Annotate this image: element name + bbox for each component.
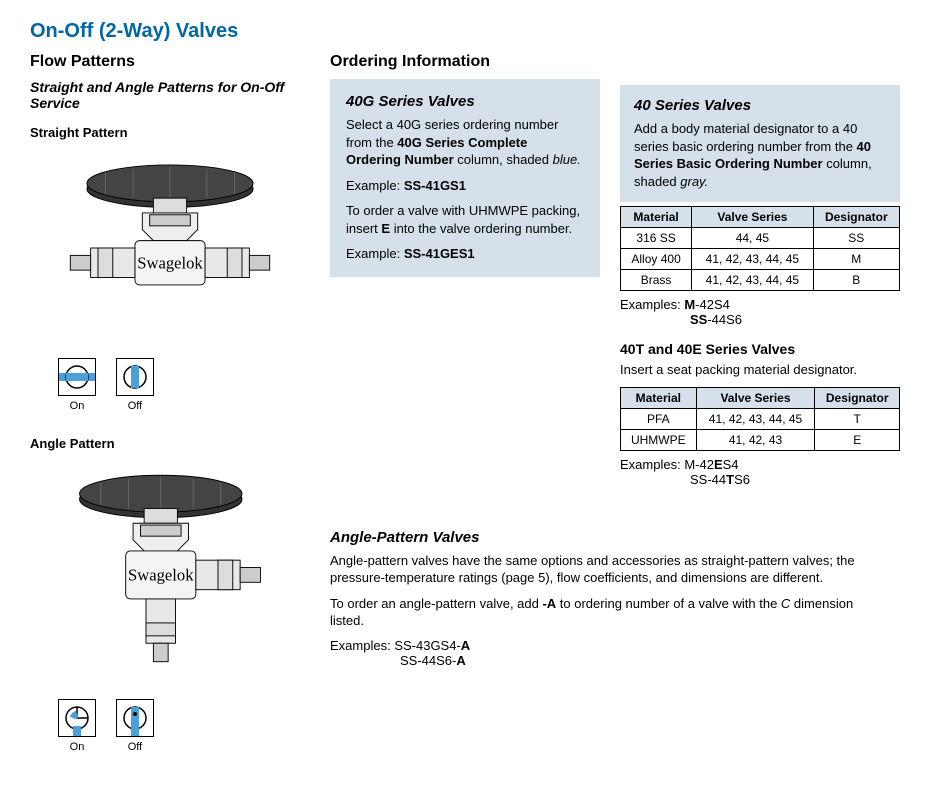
- card-40-title: 40 Series Valves: [634, 97, 886, 114]
- card-40: 40 Series Valves Add a body material des…: [620, 85, 900, 202]
- angle-pattern-p2: To order an angle-pattern valve, add -A …: [330, 595, 890, 630]
- straight-off-state: Off: [116, 358, 154, 412]
- svg-text:Swagelok: Swagelok: [128, 565, 194, 584]
- angle-pattern-label: Angle Pattern: [30, 436, 310, 451]
- examples-40: Examples: M-42S4 SS-44S6: [620, 297, 900, 327]
- card-40g: 40G Series Valves Select a 40G series or…: [330, 79, 600, 277]
- svg-text:Swagelok: Swagelok: [137, 253, 203, 272]
- angle-pattern-examples: Examples: SS-43GS4-A SS-44S6-A: [330, 638, 890, 668]
- angle-pattern-title: Angle-Pattern Valves: [330, 529, 890, 546]
- angle-off-state: Off: [116, 699, 154, 753]
- ordering-heading: Ordering Information: [330, 53, 600, 71]
- card-40-p1: Add a body material designator to a 40 s…: [634, 120, 886, 190]
- card-40g-ex2: Example: SS-41GES1: [346, 245, 584, 263]
- page-title: On-Off (2-Way) Valves: [30, 20, 895, 43]
- card-40g-ex1: Example: SS-41GS1: [346, 177, 584, 195]
- straight-pattern-label: Straight Pattern: [30, 125, 310, 140]
- flow-patterns-subhead: Straight and Angle Patterns for On-Off S…: [30, 79, 310, 111]
- card-40g-p2: To order a valve with UHMWPE packing, in…: [346, 202, 584, 237]
- p-40te: Insert a seat packing material designato…: [620, 361, 900, 379]
- card-40g-p1: Select a 40G series ordering number from…: [346, 116, 584, 169]
- angle-on-state: On: [58, 699, 96, 753]
- angle-pattern-p1: Angle-pattern valves have the same optio…: [330, 552, 890, 587]
- material-table-40te: MaterialValve SeriesDesignator PFA41, 42…: [620, 387, 900, 451]
- angle-valve-figure: Swagelok: [30, 459, 310, 689]
- examples-40te: Examples: M-42ES4 SS-44TS6: [620, 457, 900, 487]
- material-table-40: MaterialValve SeriesDesignator 316 SS44,…: [620, 206, 900, 291]
- flow-patterns-heading: Flow Patterns: [30, 53, 310, 71]
- card-40g-title: 40G Series Valves: [346, 93, 584, 110]
- straight-valve-figure: Swagelok: [30, 148, 310, 348]
- title-40te: 40T and 40E Series Valves: [620, 341, 900, 357]
- straight-on-state: On: [58, 358, 96, 412]
- angle-pattern-section: Angle-Pattern Valves Angle-pattern valve…: [330, 529, 890, 668]
